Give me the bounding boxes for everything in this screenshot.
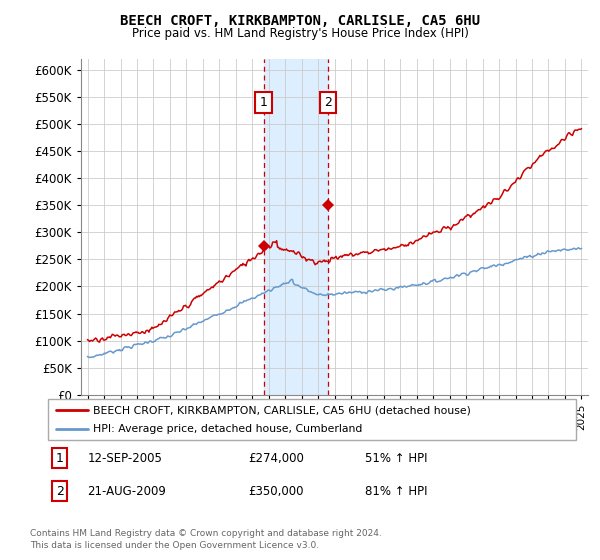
Text: BEECH CROFT, KIRKBAMPTON, CARLISLE, CA5 6HU: BEECH CROFT, KIRKBAMPTON, CARLISLE, CA5 … <box>120 14 480 28</box>
Text: 2: 2 <box>56 484 64 498</box>
Text: 51% ↑ HPI: 51% ↑ HPI <box>365 451 427 465</box>
Text: 21-AUG-2009: 21-AUG-2009 <box>88 484 166 498</box>
Text: Contains HM Land Registry data © Crown copyright and database right 2024.
This d: Contains HM Land Registry data © Crown c… <box>30 529 382 550</box>
Text: £274,000: £274,000 <box>248 451 305 465</box>
Text: £350,000: £350,000 <box>248 484 304 498</box>
Text: 1: 1 <box>260 96 268 109</box>
Text: 2: 2 <box>324 96 332 109</box>
Bar <box>264 59 328 395</box>
Text: 1: 1 <box>56 451 64 465</box>
Text: 81% ↑ HPI: 81% ↑ HPI <box>365 484 427 498</box>
Text: Price paid vs. HM Land Registry's House Price Index (HPI): Price paid vs. HM Land Registry's House … <box>131 27 469 40</box>
FancyBboxPatch shape <box>48 399 576 440</box>
Text: BEECH CROFT, KIRKBAMPTON, CARLISLE, CA5 6HU (detached house): BEECH CROFT, KIRKBAMPTON, CARLISLE, CA5 … <box>93 405 471 415</box>
Text: HPI: Average price, detached house, Cumberland: HPI: Average price, detached house, Cumb… <box>93 424 362 433</box>
Text: 12-SEP-2005: 12-SEP-2005 <box>88 451 163 465</box>
